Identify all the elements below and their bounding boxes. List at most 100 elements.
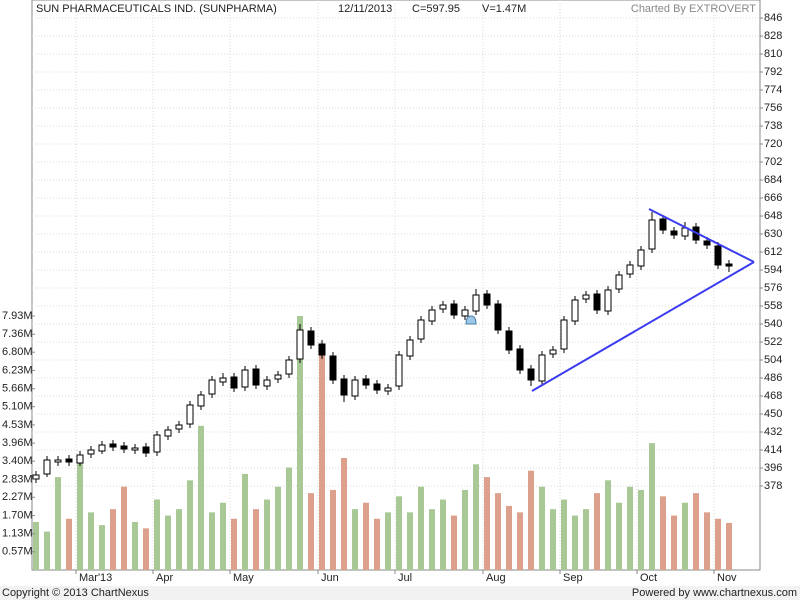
candle-body — [450, 303, 458, 316]
candle-body — [318, 343, 326, 356]
y-tick-label: 774 — [764, 84, 782, 96]
volume-bar — [715, 518, 721, 570]
volume-bar — [154, 499, 160, 570]
volume-tick-label: 4.53M — [2, 419, 33, 431]
candle-body — [186, 404, 194, 425]
x-tick-label: Jun — [321, 572, 339, 584]
candle-body — [516, 348, 524, 371]
volume-bar — [649, 443, 655, 570]
candle-body — [43, 459, 51, 475]
candle-body — [670, 230, 678, 236]
trendline — [531, 261, 755, 392]
volume-bar — [242, 473, 248, 570]
candle-body — [340, 378, 348, 396]
candle-body — [439, 304, 447, 310]
volume-bar — [132, 521, 138, 570]
y-tick-label: 738 — [764, 120, 782, 132]
y-tick-label: 648 — [764, 210, 782, 222]
volume-bar — [77, 454, 83, 570]
alert-icon — [465, 315, 477, 325]
volume-bar — [407, 512, 413, 570]
volume-bar — [517, 512, 523, 570]
volume-bar — [209, 512, 215, 570]
volume-tick-label: 1.13M — [2, 528, 33, 540]
candle-body — [615, 274, 623, 290]
candle-body — [648, 219, 656, 250]
candle-body — [241, 369, 249, 388]
candle-body — [197, 394, 205, 407]
candle-body — [472, 294, 480, 312]
candle-body — [461, 309, 469, 317]
x-tick-label: May — [233, 572, 254, 584]
volume-bar — [286, 467, 292, 570]
volume-bar — [330, 489, 336, 570]
volume-bar — [462, 489, 468, 570]
candle-body — [483, 293, 491, 306]
volume-tick-label: 3.40M — [2, 455, 33, 467]
footer — [0, 586, 800, 600]
candle-body — [571, 299, 579, 322]
x-tick-label: Jul — [398, 572, 412, 584]
volume-tick-label: 1.70M — [2, 509, 33, 521]
volume-bar — [143, 528, 149, 570]
volume-bar — [110, 509, 116, 570]
volume-bar — [583, 509, 589, 570]
candle-body — [538, 354, 546, 382]
y-tick-label: 756 — [764, 102, 782, 114]
y-tick-label: 540 — [764, 318, 782, 330]
candle-body — [549, 349, 557, 355]
volume-bar — [418, 486, 424, 570]
candle-body — [494, 303, 502, 331]
candle-body — [714, 245, 722, 266]
y-tick-label: 846 — [764, 12, 782, 24]
volume-label: V=1.47M — [482, 3, 526, 15]
volume-bar — [44, 531, 50, 570]
candle-body — [263, 379, 271, 387]
volume-bar — [473, 464, 479, 570]
y-tick-label: 450 — [764, 408, 782, 420]
candle-body — [252, 368, 260, 386]
volume-tick-label: 7.93M — [2, 310, 33, 322]
volume-bar — [121, 486, 127, 570]
y-tick-label: 486 — [764, 372, 782, 384]
candle-body — [230, 376, 238, 389]
volume-bar — [253, 509, 259, 570]
candle-body — [120, 445, 128, 450]
x-tick-label: Mar'13 — [79, 572, 112, 584]
volume-bar — [198, 425, 204, 570]
volume-bar — [561, 499, 567, 570]
candle-body — [505, 330, 513, 351]
candle-body — [87, 449, 95, 455]
volume-bar — [66, 518, 72, 570]
volume-bar — [176, 509, 182, 570]
candle-body — [626, 264, 634, 275]
volume-bar — [594, 493, 600, 570]
y-tick-label: 828 — [764, 30, 782, 42]
volume-bar — [440, 499, 446, 570]
volume-bar — [550, 509, 556, 570]
candle-body — [362, 378, 370, 386]
y-tick-label: 468 — [764, 390, 782, 402]
x-tick-label: Aug — [486, 572, 506, 584]
volume-bar — [539, 486, 545, 570]
volume-bar — [671, 515, 677, 570]
close-label: C=597.95 — [412, 3, 460, 15]
candle-body — [219, 377, 227, 383]
volume-bar — [88, 512, 94, 570]
volume-bar — [396, 496, 402, 570]
volume-tick-label: 5.66M — [2, 383, 33, 395]
y-tick-label: 378 — [764, 480, 782, 492]
volume-bar — [264, 499, 270, 570]
candle-body — [593, 293, 601, 311]
volume-tick-label: 0.57M — [2, 546, 33, 558]
volume-bar — [704, 512, 710, 570]
candle-body — [54, 459, 62, 463]
candle-body — [406, 339, 414, 357]
volume-bar — [297, 316, 303, 570]
volume-bar — [638, 489, 644, 570]
volume-bar — [660, 496, 666, 570]
y-tick-label: 702 — [764, 156, 782, 168]
powered: Powered by www.chartnexus.com — [632, 587, 797, 599]
volume-tick-label: 2.27M — [2, 491, 33, 503]
